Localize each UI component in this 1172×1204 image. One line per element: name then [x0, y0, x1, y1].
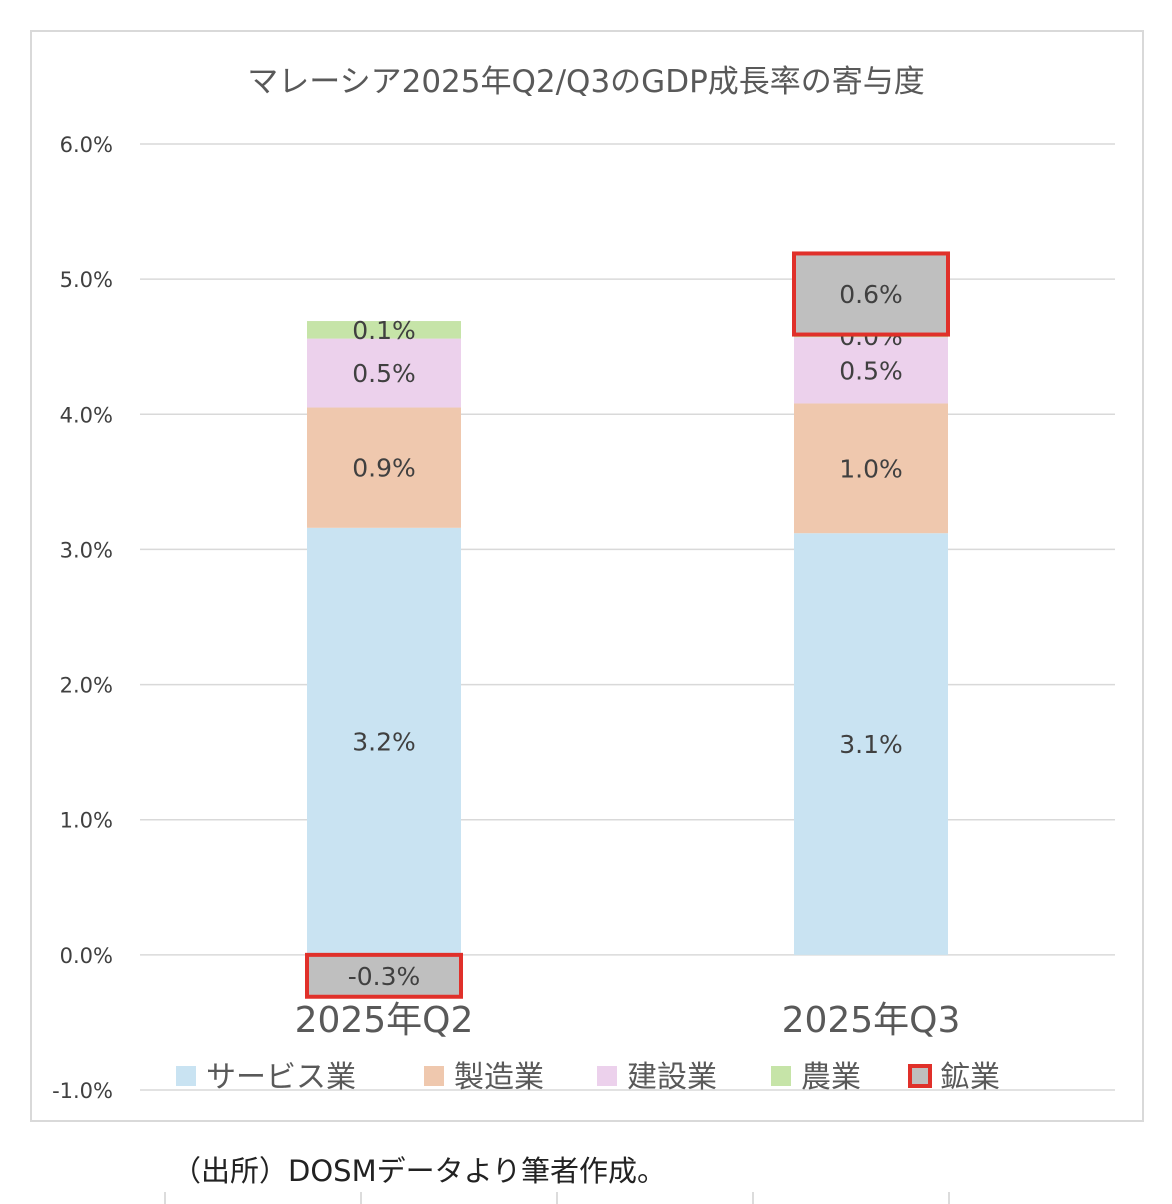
legend-swatch	[771, 1066, 791, 1086]
y-tick-label: 2.0%	[60, 674, 113, 698]
bar-segment	[307, 407, 461, 528]
x-category-label: 2025年Q2	[295, 1000, 474, 1041]
legend-label: 農業	[801, 1060, 861, 1095]
legend-label: サービス業	[206, 1060, 356, 1095]
data-label: 0.6%	[839, 280, 903, 309]
y-tick-label: 3.0%	[60, 538, 113, 562]
data-label: 3.1%	[839, 730, 903, 759]
legend-label: 鉱業	[940, 1060, 1000, 1095]
bar-segment	[307, 338, 461, 408]
bar-segment	[307, 527, 461, 955]
data-label: 0.9%	[352, 454, 416, 483]
source-note: （出所）DOSMデータより筆者作成。	[172, 1154, 667, 1188]
data-label: 0.5%	[352, 359, 416, 388]
bar-segment	[792, 251, 950, 337]
bar-segment	[794, 337, 948, 404]
legend-swatch	[908, 1064, 932, 1088]
legend-swatch	[176, 1066, 196, 1086]
legend-swatch	[597, 1066, 617, 1086]
data-label: 0.1%	[352, 316, 416, 345]
bar-segment	[794, 533, 948, 955]
chart-frame	[30, 30, 1144, 1122]
data-label: 0.5%	[839, 356, 903, 385]
legend-label: 建設業	[627, 1060, 717, 1095]
y-tick-label: 6.0%	[60, 133, 113, 157]
y-tick-label: 4.0%	[60, 403, 113, 427]
y-tick-label: 1.0%	[60, 809, 113, 833]
y-tick-label: 5.0%	[60, 268, 113, 292]
data-label: -0.3%	[348, 962, 421, 991]
legend-label: 製造業	[454, 1060, 544, 1095]
bar-segment	[305, 952, 463, 999]
data-label: 1.0%	[839, 454, 903, 483]
x-category-label: 2025年Q3	[782, 1000, 961, 1041]
y-tick-label: -1.0%	[52, 1079, 113, 1103]
chart-title: マレーシア2025年Q2/Q3のGDP成長率の寄与度	[247, 64, 925, 100]
legend-swatch	[424, 1066, 444, 1086]
table-border-lines	[164, 1192, 950, 1204]
y-tick-label: 0.0%	[60, 944, 113, 968]
data-label: 3.2%	[352, 727, 416, 756]
bar-segment	[307, 321, 461, 339]
bar-segment	[794, 403, 948, 534]
stacked-bar-chart: マレーシア2025年Q2/Q3のGDP成長率の寄与度 6.0% 5.0% 4.0% 3.…	[52, 64, 1115, 1103]
